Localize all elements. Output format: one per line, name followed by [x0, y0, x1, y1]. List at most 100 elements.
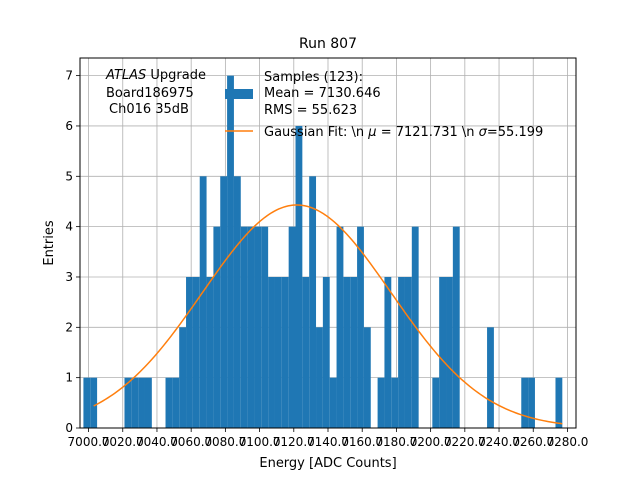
- histogram-bar: [432, 377, 440, 428]
- y-tick-label: 7: [65, 69, 73, 83]
- histogram-bar: [220, 176, 228, 428]
- annotation-line: ATLAS Upgrade: [105, 68, 206, 83]
- histogram-bar: [555, 377, 563, 428]
- legend-rms-label: RMS = 55.623: [264, 103, 357, 118]
- histogram-bar: [363, 327, 371, 428]
- histogram-bar: [247, 226, 255, 428]
- histogram-bar: [350, 276, 358, 428]
- histogram-bar: [439, 276, 447, 428]
- histogram-bar: [254, 226, 262, 428]
- x-tick-label: 7240.0: [478, 435, 520, 449]
- histogram-bar: [192, 276, 200, 428]
- fit-layer: [93, 204, 563, 425]
- y-tick-label: 0: [65, 421, 73, 435]
- histogram-bar: [302, 276, 310, 428]
- x-tick-layer: 7000.07020.07040.07060.07080.07100.07120…: [68, 428, 588, 449]
- bar-layer: [83, 75, 563, 429]
- atlas-label: ATLAS: [105, 68, 146, 83]
- histogram-bar: [404, 276, 412, 428]
- histogram-bar: [144, 377, 152, 428]
- x-tick-label: 7200.0: [410, 435, 452, 449]
- x-tick-label: 7160.0: [341, 435, 383, 449]
- x-tick-label: 7020.0: [102, 435, 144, 449]
- histogram-bar: [165, 377, 173, 428]
- histogram-bar: [295, 125, 303, 429]
- histogram-bar: [268, 276, 275, 428]
- x-tick-label: 7180.0: [375, 435, 417, 449]
- histogram-bar: [521, 377, 529, 428]
- legend-bar-swatch: [225, 89, 253, 99]
- x-tick-label: 7140.0: [307, 435, 349, 449]
- x-tick-label: 7220.0: [444, 435, 486, 449]
- histogram-bar: [377, 377, 385, 428]
- y-tick-label: 3: [65, 270, 73, 284]
- histogram-bar: [83, 377, 91, 428]
- histogram-bar: [487, 327, 494, 428]
- legend-fit-sigma-label: σ: [479, 125, 488, 140]
- histogram-bar: [186, 276, 193, 428]
- histogram-bar: [233, 176, 241, 428]
- x-tick-label: 7280.0: [546, 435, 588, 449]
- histogram-bar: [329, 377, 337, 428]
- legend-fit-mu-label: μ: [367, 125, 376, 140]
- annotation-line: Board186975: [106, 86, 194, 101]
- annotation-line: Ch016 35dB: [109, 102, 189, 117]
- histogram-bar: [90, 377, 98, 428]
- legend-fit-suffix: =55.199: [487, 125, 543, 140]
- histogram-bar: [398, 276, 405, 428]
- legend-fit-label: Gaussian Fit: \n μ = 7121.731 \n σ=55.19…: [264, 125, 543, 140]
- x-tick-label: 7060.0: [170, 435, 212, 449]
- histogram-bar: [199, 176, 207, 428]
- histogram-bar: [261, 226, 269, 428]
- histogram-bar: [384, 276, 392, 428]
- annotation-text: Board186975: [106, 86, 194, 101]
- histogram-bar: [240, 226, 248, 428]
- chart-title: Run 807: [299, 36, 357, 52]
- y-axis-label: Entries: [42, 220, 57, 266]
- y-tick-label: 4: [65, 220, 73, 234]
- x-tick-label: 7260.0: [512, 435, 554, 449]
- x-tick-label: 7040.0: [136, 435, 178, 449]
- x-tick-label: 7080.0: [204, 435, 246, 449]
- histogram-bar: [452, 226, 460, 428]
- histogram-bar: [213, 226, 221, 428]
- grid-layer: [80, 58, 576, 429]
- histogram-bar: [528, 377, 535, 428]
- histogram-bar: [343, 276, 351, 428]
- legend-fit-prefix: Gaussian Fit: \n: [264, 125, 368, 140]
- x-tick-label: 7120.0: [273, 435, 315, 449]
- histogram-bar: [124, 377, 132, 428]
- histogram-bar: [281, 276, 289, 428]
- histogram-bar: [391, 377, 399, 428]
- histogram-bar: [227, 75, 234, 428]
- histogram-bar: [179, 327, 187, 428]
- histogram-bar: [131, 377, 139, 428]
- histogram-bar: [322, 276, 330, 428]
- y-tick-label: 1: [65, 371, 73, 385]
- histogram-bar: [316, 327, 323, 428]
- histogram-bar: [138, 377, 145, 428]
- annotation-text: Ch016 35dB: [109, 102, 189, 117]
- legend: Samples (123): Mean = 7130.646 RMS = 55.…: [225, 70, 543, 140]
- histogram-bar: [336, 226, 344, 428]
- histogram-bar: [446, 276, 453, 428]
- y-tick-layer: 0 1 2 3 4 5 6 7: [65, 69, 80, 435]
- y-tick-label: 2: [65, 320, 73, 334]
- legend-fit-middle: = 7121.731 \n: [377, 125, 479, 140]
- x-tick-label: 7100.0: [239, 435, 281, 449]
- legend-mean-label: Mean = 7130.646: [264, 86, 381, 101]
- x-tick-label: 7000.0: [68, 435, 110, 449]
- y-tick-label: 6: [65, 119, 73, 133]
- histogram-bar: [357, 226, 364, 428]
- histogram-bar: [172, 377, 180, 428]
- legend-samples-label: Samples (123):: [264, 70, 363, 85]
- annotation-text: Upgrade: [146, 68, 206, 83]
- histogram-bar: [288, 226, 296, 428]
- gaussian-fit-line: [93, 204, 563, 425]
- x-axis-label: Energy [ADC Counts]: [259, 456, 396, 471]
- histogram-bar: [206, 276, 214, 428]
- y-tick-label: 5: [65, 169, 73, 183]
